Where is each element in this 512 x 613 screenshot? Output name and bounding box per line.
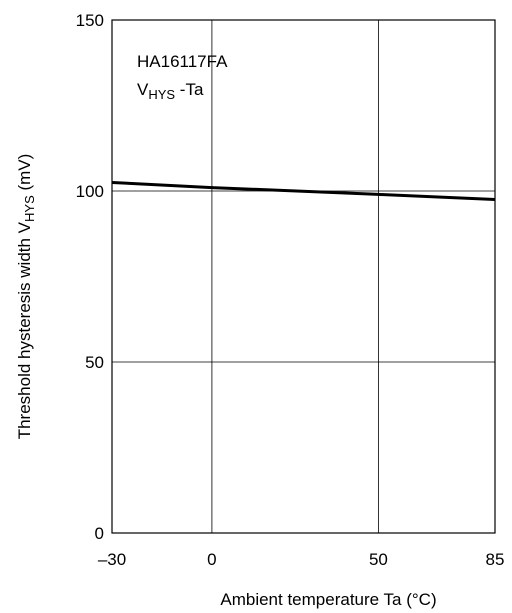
- x-tick-label: 50: [369, 550, 388, 569]
- y-axis-label-unit: (mV): [15, 154, 34, 196]
- tick-labels: –30 0 50 85 0 50 100 150: [76, 11, 505, 569]
- x-tick-label: –30: [98, 550, 126, 569]
- series-line: [111, 180, 496, 202]
- y-axis-label-sub: HYS: [22, 195, 37, 222]
- x-axis-label: Ambient temperature Ta (°C): [220, 590, 436, 609]
- y-axis-label-main: Threshold hysteresis width V: [15, 221, 34, 439]
- x-tick-label: 85: [486, 550, 505, 569]
- annotation-line-1: HA16117FA: [137, 52, 228, 71]
- plot-frame: [111, 19, 496, 534]
- y-tick-label: 150: [76, 11, 104, 30]
- y-axis-label: Threshold hysteresis width VHYS (mV): [15, 154, 37, 440]
- annotation-line-2: VHYS -Ta: [137, 80, 204, 102]
- annotation-rest: -Ta: [175, 80, 204, 99]
- y-tick-label: 100: [76, 182, 104, 201]
- y-tick-label: 50: [85, 353, 104, 372]
- y-tick-label: 0: [95, 524, 104, 543]
- grid: [112, 20, 495, 533]
- x-tick-label: 0: [207, 550, 216, 569]
- annotation-v: V: [137, 80, 149, 99]
- annotation-sub: HYS: [148, 87, 175, 102]
- series-layer: [111, 180, 496, 202]
